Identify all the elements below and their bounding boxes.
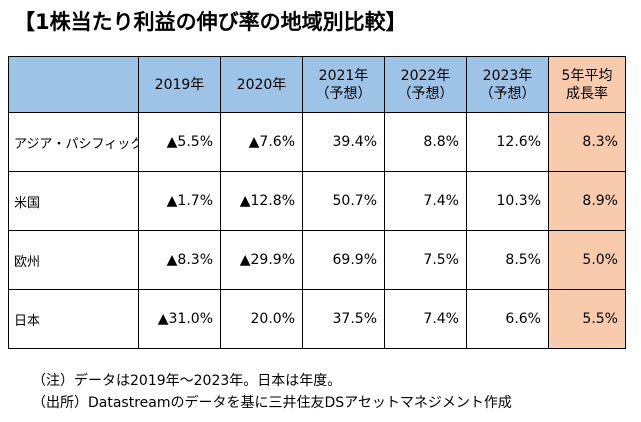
table-cell: 10.3% — [466, 171, 549, 231]
eps-growth-table: 2019年 2020年 2021年 （予想） 2022年 （予想） 2023年 （予想… — [8, 56, 626, 349]
avg-cell: 8.3% — [548, 112, 626, 172]
table-cell: ▲29.9% — [220, 230, 303, 290]
header-label: 2020年 — [236, 76, 287, 93]
header-label: 5年平均 — [561, 67, 613, 84]
table-cell: 39.4% — [302, 112, 385, 172]
table-cell: 50.7% — [302, 171, 385, 231]
table-row: 欧州 ▲8.3% ▲29.9% 69.9% 7.5% 8.5% 5.0% — [8, 230, 626, 290]
note-text: （注）データは2019年～2023年。日本は年度。 — [32, 373, 342, 389]
table-cell: ▲8.3% — [138, 230, 221, 290]
header-2021: 2021年 （予想） — [302, 56, 385, 113]
table-cell: 6.6% — [466, 289, 549, 349]
table-row: アジア・パシフィック ▲5.5% ▲7.6% 39.4% 8.8% 12.6% … — [8, 112, 626, 172]
table-header-row: 2019年 2020年 2021年 （予想） 2022年 （予想） 2023年 （予想… — [8, 56, 626, 113]
source-text: （出所）Datastreamのデータを基に三井住友DSアセットマネジメント作成 — [32, 395, 512, 411]
table-cell: 12.6% — [466, 112, 549, 172]
table-cell: ▲12.8% — [220, 171, 303, 231]
table-cell: ▲31.0% — [138, 289, 221, 349]
table-row: 日本 ▲31.0% 20.0% 37.5% 7.4% 6.6% 5.5% — [8, 289, 626, 349]
header-label: 2023年 — [482, 67, 533, 84]
table-cell: 69.9% — [302, 230, 385, 290]
table-cell: 37.5% — [302, 289, 385, 349]
header-sublabel: （予想） — [479, 85, 536, 102]
header-sublabel: 成長率 — [566, 85, 608, 102]
header-2023: 2023年 （予想） — [466, 56, 549, 113]
header-label: 2022年 — [400, 67, 451, 84]
table-cell: 7.5% — [384, 230, 467, 290]
table-cell: ▲7.6% — [220, 112, 303, 172]
header-sublabel: （予想） — [315, 85, 372, 102]
table-cell: 20.0% — [220, 289, 303, 349]
header-5yr-avg: 5年平均 成長率 — [548, 56, 626, 113]
table-cell: 7.4% — [384, 289, 467, 349]
page-title: 【1株当たり利益の伸び率の地域別比較】 — [14, 10, 407, 34]
row-label: 日本 — [8, 289, 139, 349]
table-cell: 8.5% — [466, 230, 549, 290]
header-2022: 2022年 （予想） — [384, 56, 467, 113]
table-cell: ▲5.5% — [138, 112, 221, 172]
row-label: アジア・パシフィック — [8, 112, 139, 172]
avg-cell: 5.0% — [548, 230, 626, 290]
table-cell: 7.4% — [384, 171, 467, 231]
table-row: 米国 ▲1.7% ▲12.8% 50.7% 7.4% 10.3% 8.9% — [8, 171, 626, 231]
header-corner — [8, 56, 139, 113]
avg-cell: 5.5% — [548, 289, 626, 349]
header-sublabel: （予想） — [397, 85, 454, 102]
footnotes: （注）データは2019年～2023年。日本は年度。 （出所）Datastream… — [32, 370, 512, 414]
row-label: 欧州 — [8, 230, 139, 290]
table-cell: ▲1.7% — [138, 171, 221, 231]
row-label: 米国 — [8, 171, 139, 231]
header-label: 2019年 — [154, 76, 205, 93]
avg-cell: 8.9% — [548, 171, 626, 231]
table-cell: 8.8% — [384, 112, 467, 172]
header-label: 2021年 — [318, 67, 369, 84]
header-2019: 2019年 — [138, 56, 221, 113]
header-2020: 2020年 — [220, 56, 303, 113]
